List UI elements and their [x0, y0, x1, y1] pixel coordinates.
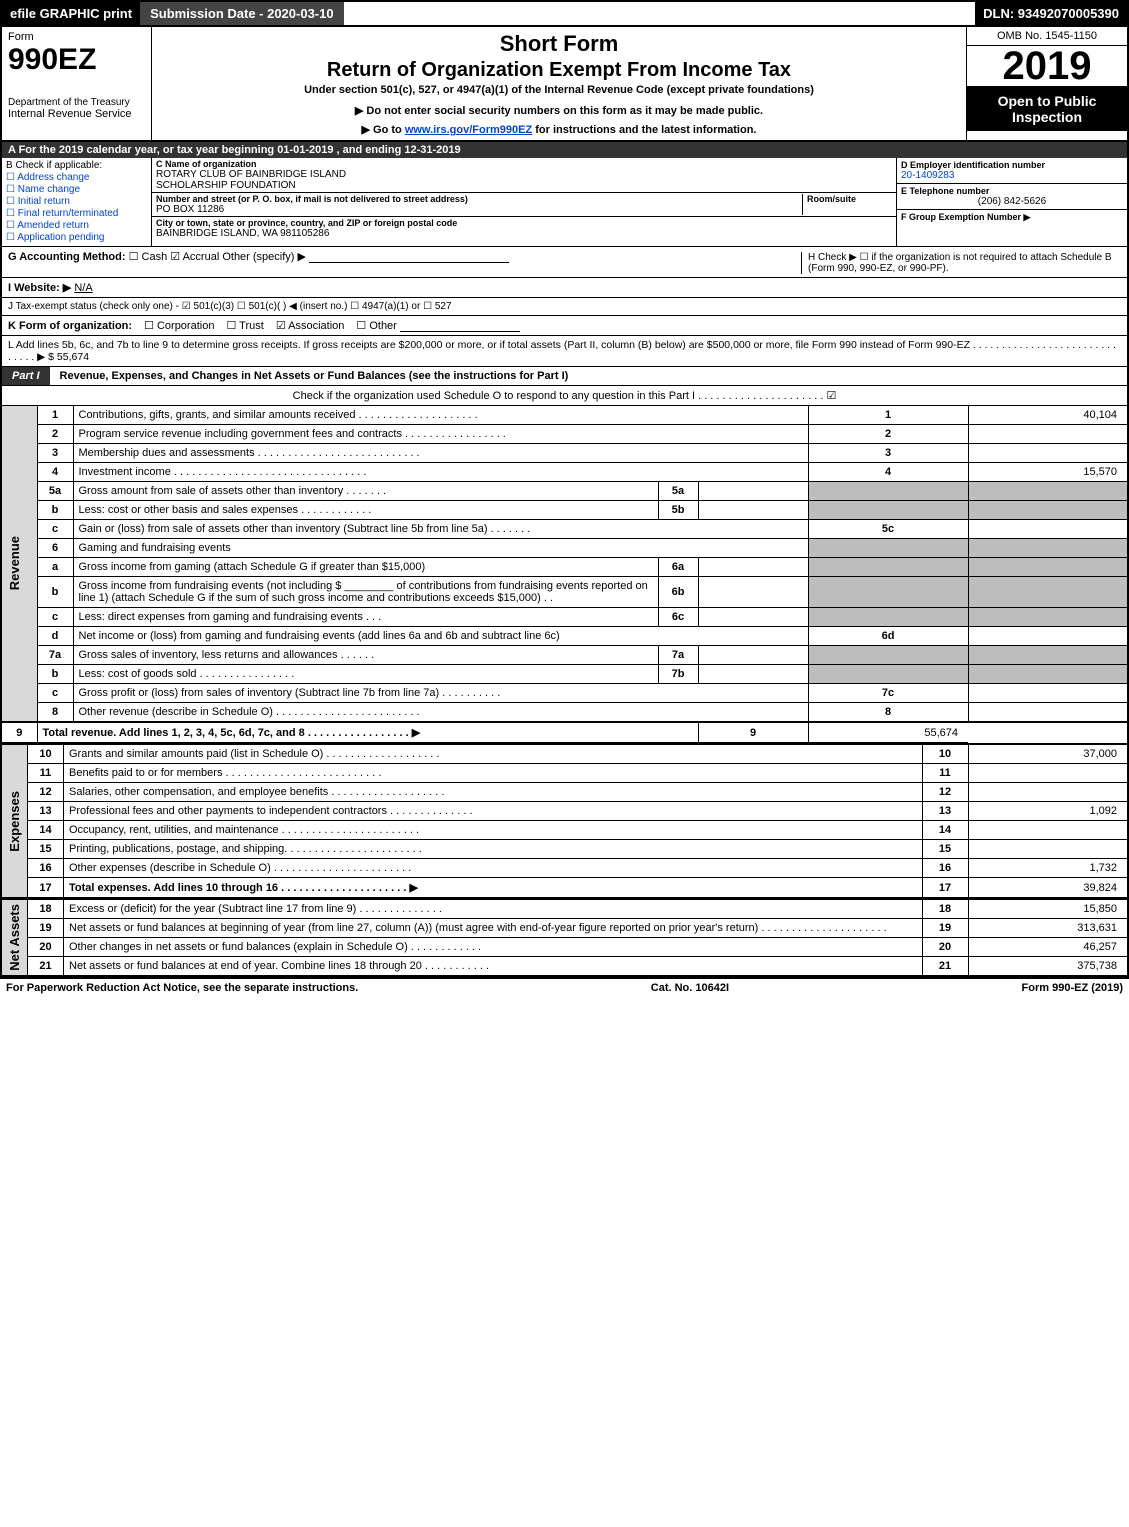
e-tel-label: E Telephone number: [901, 186, 1123, 196]
side-net-assets: Net Assets: [7, 904, 22, 971]
row-l: L Add lines 5b, 6c, and 7b to line 9 to …: [0, 336, 1129, 367]
c-name-label: C Name of organization: [156, 159, 892, 169]
k-other[interactable]: ☐ Other: [356, 319, 520, 332]
irs-link[interactable]: www.irs.gov/Form990EZ: [405, 124, 532, 136]
tel-value: (206) 842-5626: [901, 196, 1123, 207]
g-cash[interactable]: ☐ Cash: [129, 251, 168, 263]
row-i-website: I Website: ▶ N/A: [0, 278, 1129, 298]
part-1-title: Revenue, Expenses, and Changes in Net As…: [50, 370, 1127, 382]
row-g-h: G Accounting Method: ☐ Cash ☑ Accrual Ot…: [0, 247, 1129, 278]
g-label: G Accounting Method:: [8, 251, 126, 263]
amt-4: 15,570: [968, 463, 1128, 482]
col-d-e-f: D Employer identification number 20-1409…: [897, 158, 1127, 246]
open-public: Open to Public Inspection: [967, 87, 1127, 131]
revenue-table: Revenue 1 Contributions, gifts, grants, …: [0, 406, 1129, 743]
amt-20: 46,257: [968, 938, 1128, 957]
col-c-org: C Name of organization ROTARY CLUB OF BA…: [152, 158, 897, 246]
amt-10: 37,000: [968, 744, 1128, 764]
footer-cat: Cat. No. 10642I: [651, 982, 729, 994]
form-title-box: Short Form Return of Organization Exempt…: [152, 27, 967, 140]
org-name-1: ROTARY CLUB OF BAINBRIDGE ISLAND: [156, 169, 892, 180]
website-value: N/A: [74, 282, 92, 294]
dept-label: Department of the Treasury: [8, 97, 145, 108]
irs-label: Internal Revenue Service: [8, 108, 145, 120]
goto-line: ▶ Go to www.irs.gov/Form990EZ for instru…: [160, 123, 958, 136]
c-city-label: City or town, state or province, country…: [156, 218, 892, 228]
col-b-header: B Check if applicable:: [6, 160, 147, 171]
org-street: PO BOX 11286: [156, 204, 802, 215]
col-b-checkboxes: B Check if applicable: ☐ Address change …: [2, 158, 152, 246]
chk-address[interactable]: ☐ Address change: [6, 172, 147, 183]
g-other[interactable]: Other (specify) ▶: [222, 251, 509, 263]
chk-name[interactable]: ☐ Name change: [6, 184, 147, 195]
amt-1: 40,104: [968, 406, 1128, 425]
amt-21: 375,738: [968, 957, 1128, 977]
form-word: Form: [8, 31, 145, 43]
return-title: Return of Organization Exempt From Incom…: [160, 59, 958, 82]
form-number: 990EZ: [8, 43, 145, 77]
block-b-to-f: B Check if applicable: ☐ Address change …: [0, 158, 1129, 247]
amt-13: 1,092: [968, 802, 1128, 821]
org-name-2: SCHOLARSHIP FOUNDATION: [156, 180, 892, 191]
footer-form: Form 990-EZ (2019): [1022, 982, 1123, 994]
side-expenses: Expenses: [7, 791, 22, 852]
amt-9-total-rev: 55,674: [808, 722, 968, 743]
row-h: H Check ▶ ☐ if the organization is not r…: [801, 252, 1121, 274]
form-header: Form 990EZ Department of the Treasury In…: [0, 27, 1129, 142]
chk-final[interactable]: ☐ Final return/terminated: [6, 208, 147, 219]
part-1-check: Check if the organization used Schedule …: [0, 386, 1129, 406]
amt-17-total-exp: 39,824: [968, 878, 1128, 898]
f-group-label: F Group Exemption Number ▶: [901, 212, 1123, 223]
net-assets-table: Net Assets 18 Excess or (deficit) for th…: [0, 898, 1129, 977]
chk-pending[interactable]: ☐ Application pending: [6, 232, 147, 243]
submission-date: Submission Date - 2020-03-10: [140, 2, 344, 25]
amt-18: 15,850: [968, 899, 1128, 919]
efile-label[interactable]: efile GRAPHIC print: [2, 2, 140, 25]
part-1-tag: Part I: [2, 367, 50, 385]
k-corp[interactable]: ☐ Corporation: [144, 319, 214, 332]
c-street-label: Number and street (or P. O. box, if mail…: [156, 194, 802, 204]
dln-label: DLN: 93492070005390: [975, 2, 1127, 25]
page-footer: For Paperwork Reduction Act Notice, see …: [0, 977, 1129, 997]
tax-year: 2019: [967, 46, 1127, 87]
expenses-table: Expenses 10 Grants and similar amounts p…: [0, 743, 1129, 898]
ln-1: 1: [37, 406, 73, 425]
ein-value: 20-1409283: [901, 170, 1123, 181]
do-not-enter: ▶ Do not enter social security numbers o…: [160, 104, 958, 117]
row-k-org: K Form of organization: ☐ Corporation ☐ …: [0, 316, 1129, 336]
d-ein-label: D Employer identification number: [901, 160, 1123, 170]
under-section: Under section 501(c), 527, or 4947(a)(1)…: [160, 84, 958, 96]
k-assoc[interactable]: ☑ Association: [276, 319, 345, 332]
row-j-status: J Tax-exempt status (check only one) - ☑…: [0, 298, 1129, 316]
top-bar: efile GRAPHIC print Submission Date - 20…: [0, 0, 1129, 27]
form-id-box: Form 990EZ Department of the Treasury In…: [2, 27, 152, 140]
k-trust[interactable]: ☐ Trust: [226, 319, 263, 332]
short-form-title: Short Form: [160, 31, 958, 57]
part-1-header: Part I Revenue, Expenses, and Changes in…: [0, 367, 1129, 386]
year-box: OMB No. 1545-1150 2019 Open to Public In…: [967, 27, 1127, 140]
footer-left: For Paperwork Reduction Act Notice, see …: [6, 982, 358, 994]
c-room-label: Room/suite: [807, 194, 892, 204]
side-revenue: Revenue: [7, 536, 22, 590]
amt-19: 313,631: [968, 919, 1128, 938]
row-a-period: A For the 2019 calendar year, or tax yea…: [0, 142, 1129, 158]
chk-amended[interactable]: ☐ Amended return: [6, 220, 147, 231]
chk-initial[interactable]: ☐ Initial return: [6, 196, 147, 207]
org-city: BAINBRIDGE ISLAND, WA 981105286: [156, 228, 892, 239]
amt-16: 1,732: [968, 859, 1128, 878]
g-accrual[interactable]: ☑ Accrual: [170, 251, 219, 263]
